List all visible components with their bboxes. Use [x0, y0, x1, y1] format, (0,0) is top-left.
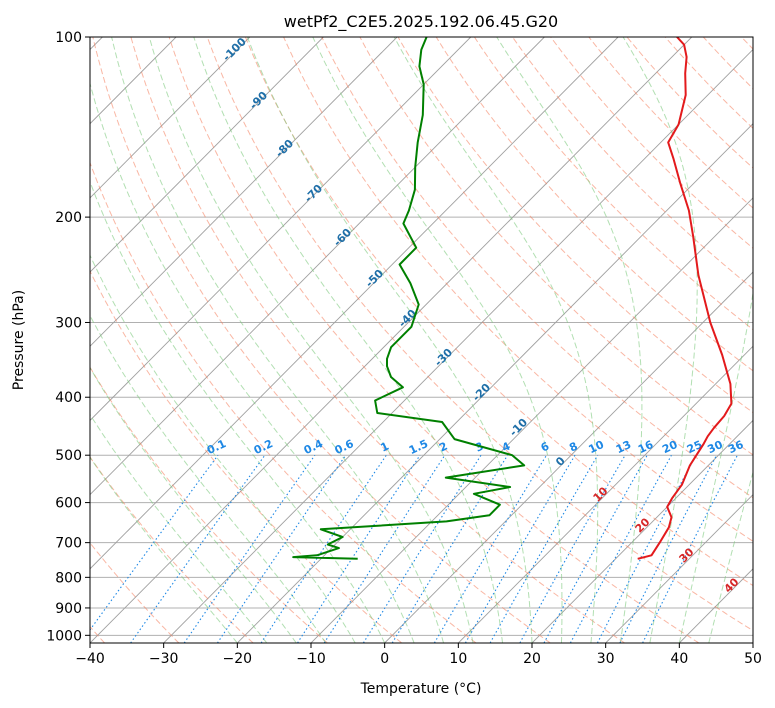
x-tick-label: 40 — [670, 651, 688, 667]
mixing-ratio-line — [323, 454, 446, 643]
x-tick-label: 50 — [744, 651, 762, 667]
x-tick-label: 10 — [449, 651, 467, 667]
moist-adiabat-line — [193, 37, 503, 643]
isotherm-line — [458, 345, 753, 643]
x-axis-label: Temperature (°C) — [360, 681, 482, 697]
dry-adiabat-line — [168, 37, 700, 643]
dry-adiabat-line — [473, 37, 753, 331]
isotherm-line — [90, 37, 545, 496]
isotherm-line — [90, 37, 619, 570]
mixing-ratio-label: 10 — [587, 438, 607, 456]
x-tick-label: 20 — [523, 651, 541, 667]
y-tick-label: 500 — [55, 448, 82, 464]
moist-adiabat-line — [111, 37, 445, 643]
dry-adiabat-line — [206, 37, 753, 632]
moist-adiabat-line — [148, 37, 474, 643]
y-tick-label: 600 — [55, 496, 82, 512]
x-tick-label: −20 — [223, 651, 253, 667]
moist-adiabat-line — [90, 456, 238, 643]
isotherm-line — [384, 271, 753, 643]
mixing-ratio-line — [216, 454, 347, 643]
dry-adiabat-line — [90, 542, 180, 643]
dry-adiabats — [90, 37, 753, 643]
isotherm-line — [237, 123, 753, 643]
dry-adiabat-line — [244, 37, 753, 587]
dry-adiabat-line — [90, 456, 254, 643]
y-tick-label: 1000 — [46, 628, 82, 644]
x-tick-label: −10 — [296, 651, 326, 667]
chart-title: wetPf2_C2E5.2025.192.06.45.G20 — [284, 12, 558, 32]
x-tick-label: 0 — [380, 651, 389, 667]
moist-adiabat-line — [90, 254, 356, 643]
pressure-gridlines — [90, 37, 753, 636]
dry-adiabat-line — [359, 37, 753, 456]
dry-adiabat-line — [283, 37, 753, 542]
y-tick-label: 100 — [55, 30, 82, 46]
y-tick-label: 400 — [55, 390, 82, 406]
temperature-line — [637, 37, 733, 560]
mixing-ratio-line — [569, 454, 672, 643]
isotherm-line — [752, 642, 753, 643]
y-tick-label: 200 — [55, 210, 82, 226]
dewpoint-line — [292, 37, 526, 560]
mixing-ratio-label: 20 — [660, 438, 680, 456]
moist-adiabat-line — [393, 37, 599, 643]
dry-adiabat-line — [397, 37, 753, 414]
y-axis: 100 200 300 400 500 600 700 800 900 1000 — [46, 30, 90, 644]
moist-adiabat-line — [622, 37, 698, 643]
moist-adiabat-line — [90, 413, 268, 643]
isotherm-line — [90, 37, 251, 199]
moist-adiabat-line — [496, 37, 643, 643]
mixing-ratio-line — [90, 454, 219, 631]
y-axis-label: Pressure (hPa) — [11, 290, 27, 390]
y-tick-label: 300 — [55, 315, 82, 331]
mixing-ratio-line — [260, 454, 387, 643]
y-tick-label: 700 — [55, 536, 82, 552]
y-tick-label: 800 — [55, 570, 82, 586]
isotherm-line — [605, 493, 753, 643]
mixing-ratio-label: 36 — [726, 438, 746, 456]
mixing-ratio-line — [433, 454, 547, 643]
plot-frame — [89, 36, 754, 644]
y-tick-label: 900 — [55, 601, 82, 617]
isotherm-line — [310, 197, 753, 643]
dry-adiabat-line — [90, 161, 477, 643]
dry-adiabat-line — [90, 366, 328, 643]
moist-adiabat-line — [90, 81, 415, 643]
mixing-ratio-line — [489, 454, 599, 643]
mixing-ratio-label: 13 — [614, 438, 633, 456]
isotherm-line — [163, 48, 753, 643]
isotherm-line — [531, 419, 753, 643]
moist-adiabats — [90, 37, 753, 643]
x-tick-label: −30 — [149, 651, 179, 667]
dry-adiabat-line — [90, 269, 403, 643]
moist-adiabat-line — [312, 37, 563, 643]
dry-adiabat-line — [321, 37, 753, 499]
dry-adiabat-line — [92, 37, 551, 643]
x-tick-label: −40 — [75, 651, 105, 667]
profile-series — [292, 37, 733, 560]
isotherm-line — [90, 37, 398, 347]
mixing-ratio-label: 16 — [636, 438, 656, 456]
isotherm-line — [90, 37, 693, 643]
moist-adiabat-line — [90, 366, 297, 643]
mixing-ratio-line — [464, 454, 576, 643]
dry-adiabat-line — [512, 37, 753, 290]
x-axis: −40 −30 −20 −10 0 10 20 30 40 50 — [75, 643, 762, 667]
mixing-ratio-label: 30 — [705, 438, 725, 456]
x-tick-label: 30 — [597, 651, 615, 667]
mixing-ratio-line — [519, 454, 626, 643]
moist-adiabat-line — [90, 180, 386, 643]
isotherm-line — [90, 37, 324, 273]
mixing-ratio-line — [130, 454, 266, 643]
mixing-ratio-line — [183, 454, 316, 643]
